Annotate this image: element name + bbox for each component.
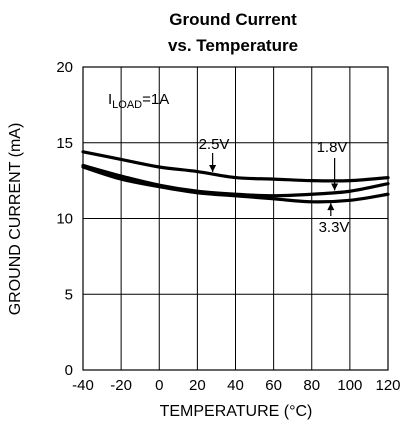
x-tick-label: 80: [303, 377, 320, 394]
x-axis-label: TEMPERATURE (°C): [160, 403, 313, 420]
x-tick-label: -20: [110, 377, 132, 394]
condition-label-sub: LOAD: [112, 99, 142, 111]
series-line-2-5V: [81, 150, 390, 183]
series-layer: [81, 150, 390, 204]
plot-frame: [82, 66, 389, 371]
x-tick-label: -40: [72, 377, 94, 394]
y-tick-label: 10: [56, 211, 73, 228]
annotation-label-1-8V: 1.8V: [317, 139, 348, 156]
y-tick-label: 0: [65, 362, 73, 379]
y-tick-label: 5: [65, 286, 73, 303]
y-tick-label: 15: [56, 135, 73, 152]
annotation-arrowhead-3-3V: [327, 203, 335, 211]
annotation-label-3-3V: 3.3V: [319, 219, 350, 236]
x-tick-label: 20: [189, 377, 206, 394]
annotation-label-2-5V: 2.5V: [199, 136, 230, 153]
condition-label-main: I: [108, 91, 112, 108]
chart-title: Ground Current: [169, 10, 297, 29]
chart-subtitle: vs. Temperature: [168, 36, 298, 55]
x-tick-label: 0: [155, 377, 163, 394]
annotation-arrowhead-1-8V: [331, 183, 339, 191]
x-tick-label: 60: [265, 377, 282, 394]
y-axis-label: GROUND CURRENT (mA): [7, 123, 24, 316]
grid-layer: [82, 66, 389, 371]
series-line-3-3V: [81, 165, 390, 204]
annotation-arrowhead-2-5V: [209, 164, 217, 172]
x-tick-label: 120: [375, 377, 400, 394]
tick-layer: -40 -20 0 20 40 60 80 100 120 0 5 10 15 20: [56, 59, 400, 394]
x-tick-label: 100: [337, 377, 362, 394]
condition-label: ILOAD=1A: [108, 91, 169, 111]
x-tick-label: 40: [227, 377, 244, 394]
condition-label-suffix: =1A: [142, 91, 169, 108]
annotation-layer: 2.5V 1.8V 3.3V: [199, 136, 350, 236]
y-tick-label: 20: [56, 59, 73, 76]
